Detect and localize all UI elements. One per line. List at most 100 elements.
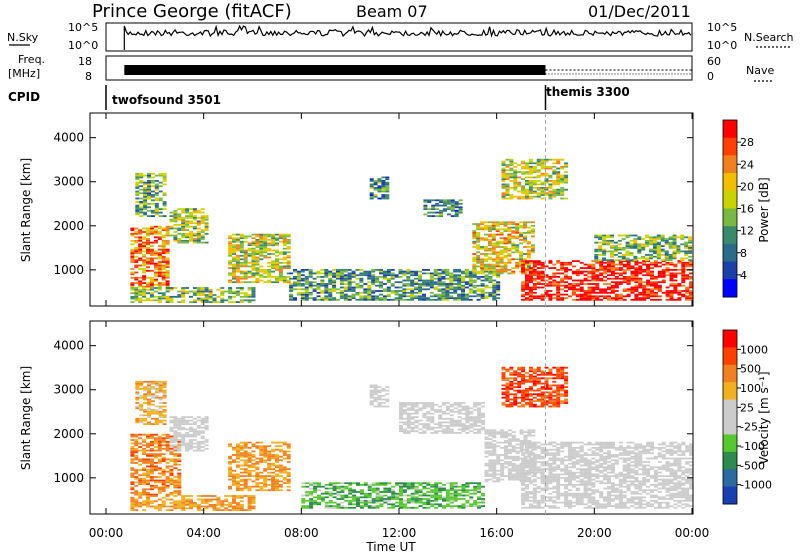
heatmap-cell — [247, 249, 252, 252]
heatmap-cell — [517, 181, 522, 184]
heatmap-cell — [181, 239, 186, 242]
heatmap-cell — [363, 503, 368, 506]
heatmap-cell — [130, 232, 135, 235]
heatmap-cell — [406, 270, 411, 273]
heatmap-cell — [328, 298, 333, 301]
velocity-heatmap — [130, 366, 694, 511]
heatmap-cell — [556, 288, 561, 291]
heatmap-cell — [263, 450, 268, 453]
heatmap-cell — [501, 176, 506, 179]
heatmap-cell — [305, 506, 310, 509]
heatmap-cell — [449, 499, 454, 502]
heatmap-cell — [130, 243, 135, 246]
heatmap-cell — [228, 487, 233, 490]
heatmap-cell — [513, 187, 518, 189]
heatmap-cell — [377, 197, 382, 200]
heatmap-cell — [259, 448, 264, 451]
heatmap-cell — [509, 164, 514, 166]
heatmap-cell — [680, 234, 685, 237]
heatmap-cell — [525, 164, 529, 166]
heatmap-cell — [363, 492, 368, 495]
heatmap-cell — [402, 485, 407, 488]
heatmap-cell — [142, 295, 147, 298]
heatmap-cell — [189, 225, 193, 228]
heatmap-cell — [275, 459, 279, 462]
heatmap-cell — [457, 402, 462, 404]
heatmap-cell — [603, 295, 608, 298]
heatmap-cell — [602, 254, 607, 256]
heatmap-cell — [204, 297, 209, 300]
heatmap-cell — [177, 208, 182, 210]
heatmap-cell — [243, 485, 248, 488]
heatmap-cell — [165, 264, 170, 267]
heatmap-cell — [499, 251, 504, 254]
heatmap-cell — [414, 421, 419, 424]
heatmap-cell — [507, 223, 512, 225]
heatmap-cell — [275, 261, 279, 264]
heatmap-cell — [495, 223, 500, 225]
heatmap-cell — [158, 416, 163, 418]
heatmap-cell — [564, 274, 569, 277]
heatmap-cell — [540, 270, 545, 273]
heatmap-cell — [449, 496, 454, 499]
heatmap-cell — [320, 283, 325, 285]
heatmap-cell — [135, 201, 140, 203]
heatmap-cell — [161, 292, 166, 295]
heatmap-cell — [676, 245, 681, 247]
heatmap-cell — [445, 277, 450, 280]
heatmap-cell — [532, 171, 537, 173]
heatmap-cell — [153, 273, 158, 276]
heatmap-cell — [491, 258, 496, 261]
heatmap-cell — [571, 286, 576, 289]
heatmap-cell — [154, 405, 159, 408]
heatmap-cell — [328, 494, 333, 497]
heatmap-cell — [626, 283, 631, 285]
heatmap-cell — [243, 254, 248, 257]
heatmap-cell — [519, 239, 524, 241]
heatmap-cell — [521, 167, 526, 170]
heatmap-cell — [484, 284, 489, 287]
heatmap-cell — [484, 247, 488, 250]
heatmap-cell — [472, 276, 477, 278]
heatmap-cell — [146, 288, 150, 291]
heatmap-cell — [324, 274, 329, 277]
heatmap-cell — [607, 283, 611, 285]
heatmap-cell — [446, 213, 451, 216]
heatmap-cell — [185, 447, 190, 450]
heatmap-cell — [418, 432, 423, 434]
heatmap-cell — [399, 487, 403, 490]
heatmap-cell — [138, 503, 143, 506]
heatmap-cell — [356, 501, 360, 504]
heatmap-cell — [181, 495, 186, 497]
heatmap-cell — [457, 297, 462, 299]
heatmap-cell — [445, 290, 450, 292]
heatmap-cell — [149, 458, 154, 461]
heatmap-cell — [441, 293, 446, 296]
heatmap-cell — [465, 414, 470, 417]
heatmap-cell — [499, 256, 504, 259]
heatmap-cell — [423, 201, 428, 203]
heatmap-cell — [173, 439, 178, 441]
heatmap-cell — [414, 297, 419, 299]
heatmap-cell — [304, 281, 309, 284]
heatmap-cell — [445, 432, 450, 434]
heatmap-cell — [359, 286, 364, 289]
heatmap-cell — [472, 281, 477, 284]
heatmap-cell — [622, 263, 627, 266]
heatmap-cell — [591, 274, 596, 277]
heatmap-cell — [259, 450, 264, 453]
heatmap-cell — [548, 297, 553, 299]
heatmap-cell — [278, 469, 283, 472]
heatmap-cell — [513, 188, 518, 191]
heatmap-cell — [614, 269, 619, 271]
heatmap-cell — [146, 446, 150, 448]
heatmap-cell — [153, 440, 158, 443]
heatmap-cell — [568, 263, 572, 266]
heatmap-cell — [146, 299, 150, 302]
heatmap-cell — [173, 481, 178, 484]
heatmap-cell — [521, 185, 526, 188]
heatmap-cell — [343, 286, 348, 289]
heatmap-cell — [224, 299, 229, 302]
heatmap-cell — [363, 298, 368, 301]
heatmap-cell — [556, 190, 561, 193]
